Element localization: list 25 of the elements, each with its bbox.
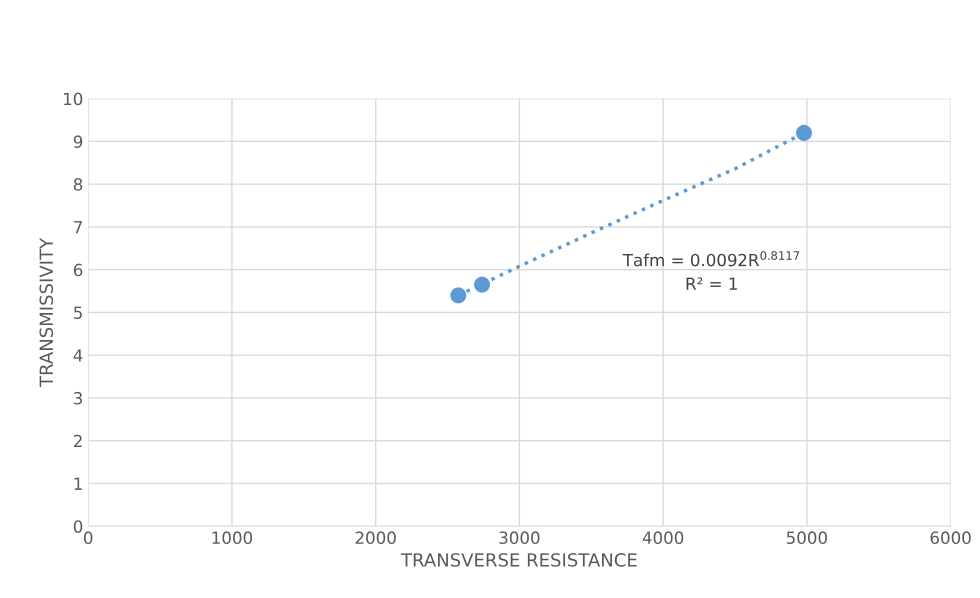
point	[474, 276, 490, 293]
y-tick-label: 7	[74, 221, 82, 234]
annotation: R² = 1	[686, 277, 737, 290]
y-tick-label: 6	[74, 264, 82, 276]
y-tick-label: 9	[74, 135, 82, 148]
y-tick-label: 0	[74, 520, 82, 533]
y-tick-label: 3	[74, 392, 82, 405]
y-tick-label: 5	[74, 306, 82, 320]
y-tick-label: 8	[74, 178, 82, 191]
y-tick-label: 1	[74, 478, 82, 490]
x-tick-label: 1000	[212, 531, 252, 544]
x-axis-title: TRANSVERSE RESISTANCE	[400, 553, 637, 567]
point	[450, 287, 466, 304]
annotation: Tafm = 0.0092R$^{0.8117}$	[622, 251, 800, 266]
x-tick-label: 5000	[786, 531, 827, 544]
y-axis-title: TRANSMISSIVITY	[39, 238, 54, 388]
point	[796, 124, 812, 141]
x-tick-label: 2000	[356, 531, 396, 544]
y-tick-label: 10	[64, 92, 82, 106]
y-tick-label: 4	[74, 349, 82, 362]
x-tick-label: 6000	[930, 531, 971, 544]
x-tick-label: 3000	[499, 531, 540, 544]
x-tick-label: 4000	[642, 531, 684, 544]
x-tick-label: 0	[84, 531, 92, 544]
y-tick-label: 2	[74, 434, 82, 448]
